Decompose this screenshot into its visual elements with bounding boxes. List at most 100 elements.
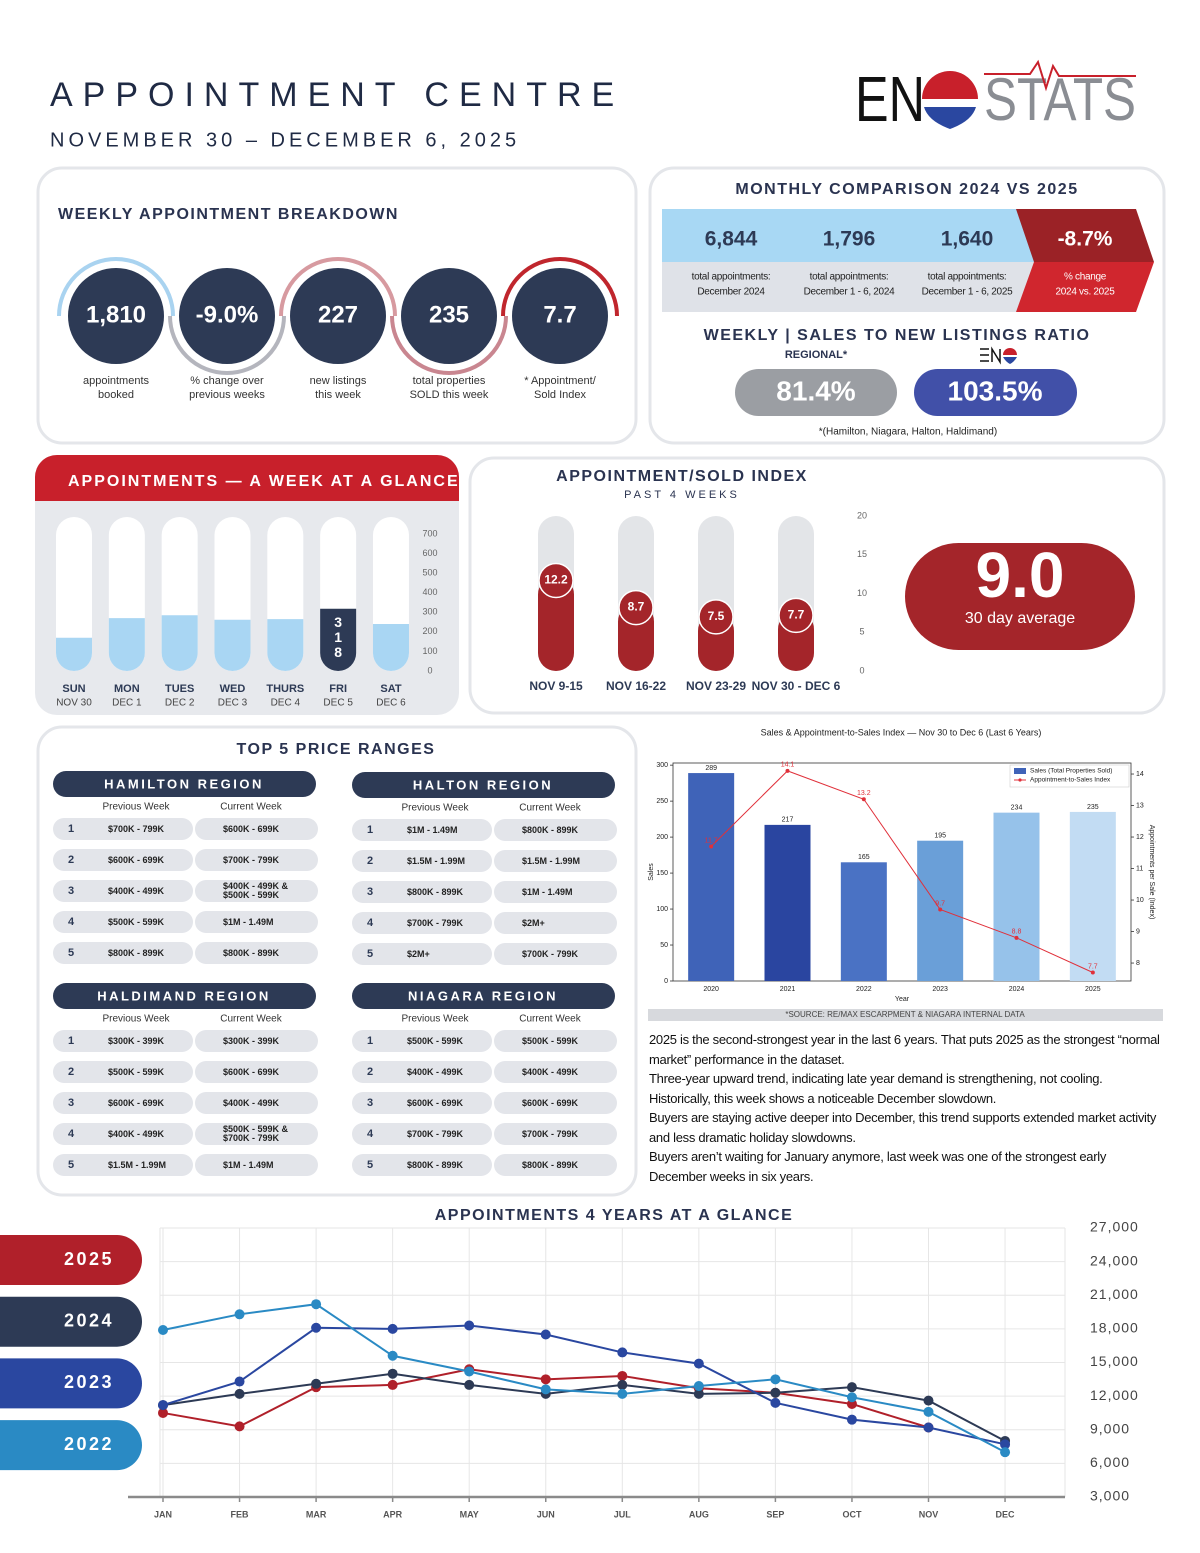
rank: 5 [68,947,74,959]
rank: 2 [68,1066,74,1078]
stat-label: * Appointment/ [524,375,596,387]
y-tick-label: 10 [857,588,867,598]
point [693,1381,704,1392]
note: Historically, this week shows a noticeab… [649,1090,997,1106]
comparison-value: 6,844 [705,228,758,251]
stat-value: 227 [318,301,358,328]
row-pill [195,1092,318,1114]
point [617,1347,628,1358]
row-pill [494,1154,617,1176]
rank: 5 [68,1159,74,1171]
chevron-top [898,209,1036,262]
row-pill [352,943,492,965]
point [387,1379,398,1390]
point [846,1414,857,1425]
x-tick-label: TUES [165,683,194,695]
ratio-value: 81.4% [776,375,855,406]
x-tick-label: JUN [537,1509,555,1519]
bar [267,619,304,671]
price-cell: $700K - 799K [108,823,165,834]
bar [161,615,198,671]
bar [764,824,811,981]
price-cell: $1.5M - 1.99M [108,1159,167,1170]
price-cell: $500K - 599K [108,916,165,927]
y-tick-label: 700 [422,528,437,538]
y-tick-label: 3,000 [1090,1488,1130,1504]
mini-logo [1003,348,1017,355]
stat-label: SOLD this week [410,389,489,401]
price-cell: $500K - 599K [108,1066,165,1077]
y-tick-label: 0 [427,665,432,675]
bar [214,619,251,671]
price-cell: $2M+ [407,948,430,959]
x-tick-label: 2023 [932,986,948,993]
column-header: Previous Week [401,803,469,814]
chart-title: APPOINTMENTS 4 YEARS AT A GLANCE [435,1207,794,1224]
x-tick-label: NOV 23-29 [685,679,747,693]
point [1090,970,1095,975]
footnote: *(Hamilton, Niagara, Halton, Haldimand) [819,427,997,438]
point [158,1400,168,1411]
point [617,1370,628,1381]
chart-title: APPOINTMENT/SOLD INDEX [556,468,808,485]
logo-mark [922,71,978,99]
source: *SOURCE: RE/MAX ESCARPMENT & NIAGARA INT… [785,1010,1025,1019]
comparison-label: total appointments: [928,272,1007,283]
section-title: WEEKLY APPOINTMENT BREAKDOWN [58,206,399,223]
region-header [352,983,615,1009]
point [770,1374,781,1385]
chevron-bottom [780,262,918,312]
point [464,1366,475,1377]
chart-title: APPOINTMENTS — A WEEK AT A GLANCE [68,473,460,490]
rank: 3 [68,1097,74,1109]
bar-track [56,517,92,671]
rank: 5 [367,1159,373,1171]
chevron-top [662,209,800,262]
point [234,1309,245,1320]
point [158,1324,168,1335]
x-tick-label: JUL [614,1509,632,1519]
region-name: HALTON REGION [413,777,553,792]
y-tick-label: 0 [664,978,668,985]
row-pill [53,1154,193,1176]
price-cell: $500K - 599K & $700K - 799K [223,1124,289,1143]
x-tick-label: APR [383,1509,403,1519]
x-tick-label: FEB [231,1509,250,1519]
point [1014,935,1019,940]
notes: 2025 is the second-strongest year in the… [649,1030,1164,1186]
section-title: TOP 5 PRICE RANGES [237,741,436,758]
price-cell: $300K - 399K [223,1035,280,1046]
y-axis-label: Sales [648,863,655,881]
point [693,1358,704,1369]
rank: 2 [367,855,373,867]
x-tick-label: THURS [266,683,304,695]
price-cell: $700K - 799K [522,1128,579,1139]
row-pill [494,943,617,965]
stat-value: -9.0% [196,301,259,328]
bar [840,862,887,981]
y2-tick-label: 13 [1136,802,1144,809]
x-tick-sublabel: DEC 4 [271,698,301,709]
bar [538,576,574,671]
row-pill [352,912,492,934]
value-label: 8.8 [1012,929,1022,936]
x-tick-label: 2022 [856,986,872,993]
y-tick-label: 27,000 [1090,1219,1139,1235]
point [923,1395,934,1406]
price-cell: $1M - 1.49M [223,1159,274,1170]
point [387,1350,398,1361]
legend-swatch [1014,768,1026,774]
row-pill [352,850,492,872]
comparison-label: % change [1064,272,1107,283]
x-tick-label: DEC [996,1509,1016,1519]
x-tick-label: 2021 [780,986,796,993]
column-header: Previous Week [102,802,170,813]
price-cell: $400K - 499K [108,885,165,896]
value-label: 11.7 [705,837,718,844]
x-tick-sublabel: NOV 30 [56,698,92,709]
legend-box [1009,764,1130,788]
value-label: 8.7 [628,600,645,614]
y-tick-label: 15 [857,549,867,559]
row-pill [494,1092,617,1114]
